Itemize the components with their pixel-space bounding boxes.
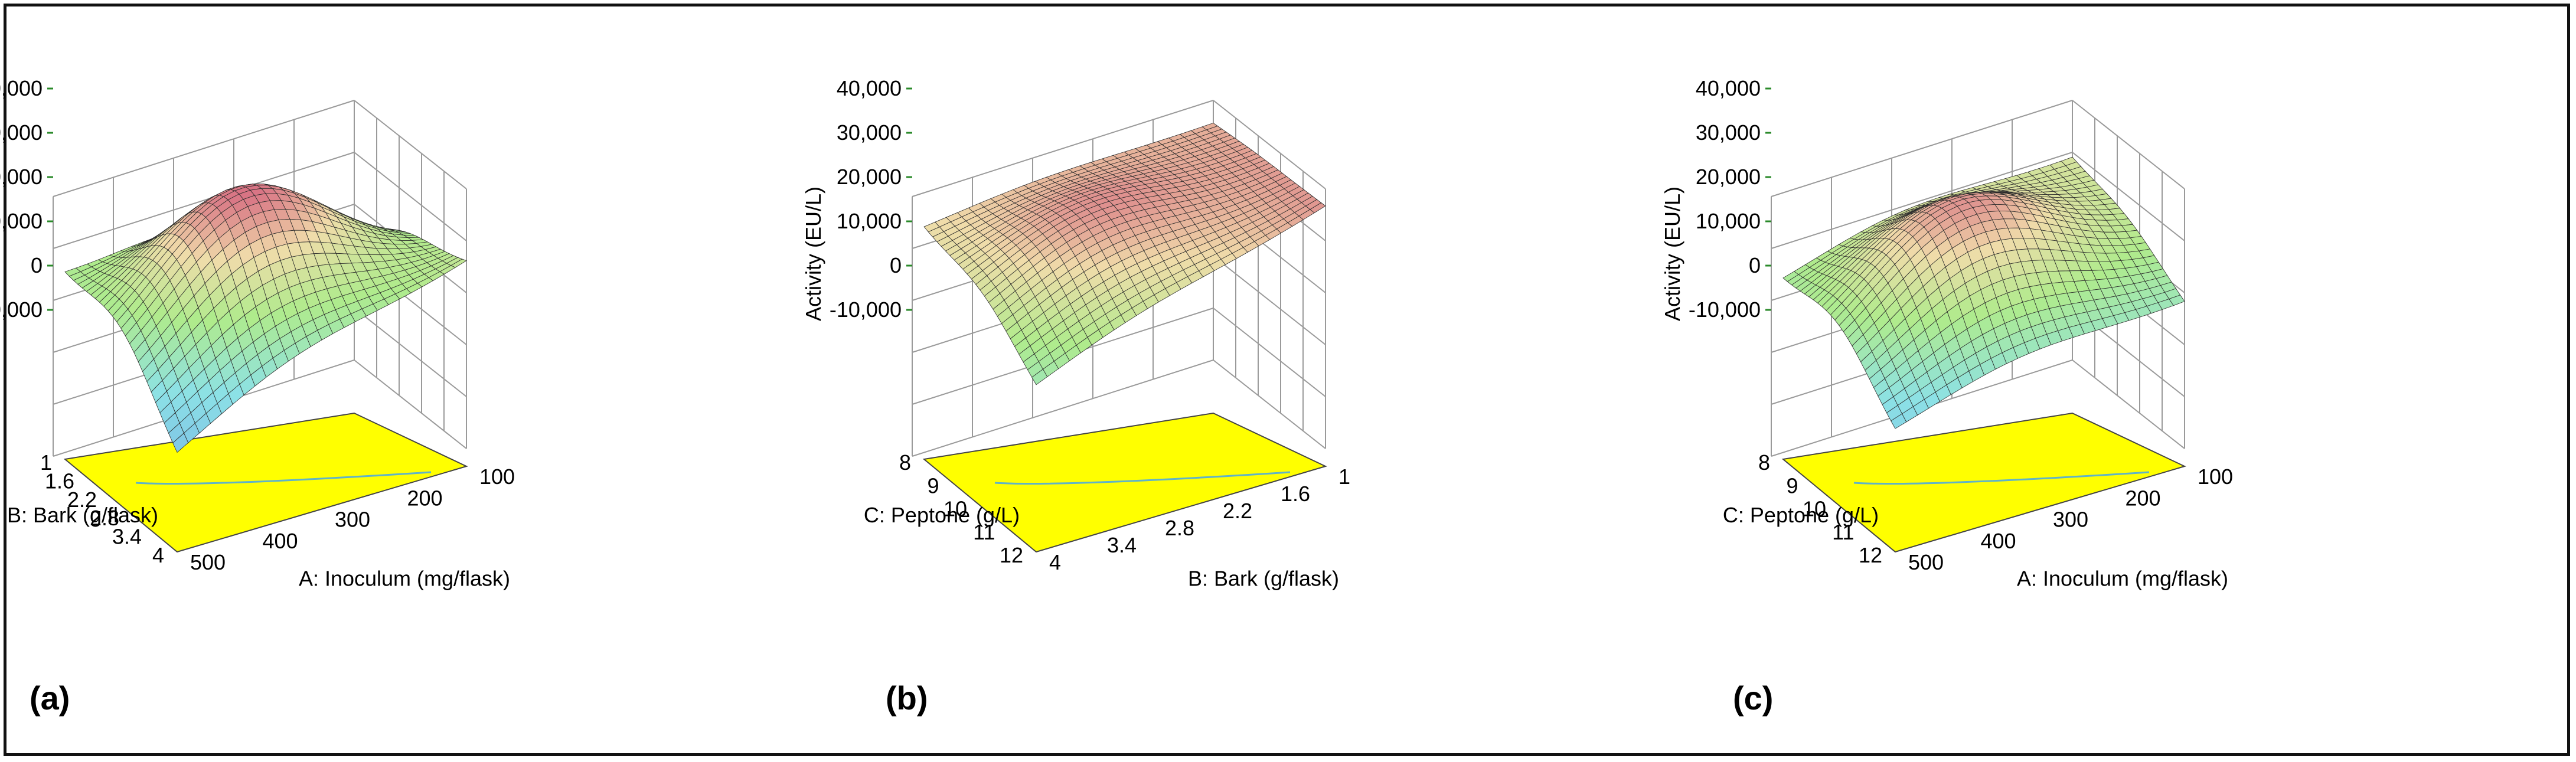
wall-gridline — [1213, 100, 1326, 189]
panel-label-c: (c) — [1733, 679, 1774, 717]
surface-plot-b: 40,000 30,000 20,000 10,000 0 -10,000Activity… — [801, 76, 1350, 591]
right-axis-tick-label: 500 — [190, 550, 226, 574]
right-axis-tick-label: 3.4 — [1107, 533, 1137, 557]
left-axis-tick-label: 8 — [899, 450, 911, 475]
panel-b: 40,000 30,000 20,000 10,000 0 -10,000 Activity… — [801, 0, 1715, 762]
left-axis-tick-label: 10 — [943, 497, 967, 521]
left-axis-tick-label: 9 — [927, 473, 939, 498]
left-axis-tick-label: 8 — [1758, 450, 1770, 475]
floor-contour — [994, 471, 1291, 485]
right-axis-tick-label: 500 — [1908, 550, 1944, 574]
z-tick-label: 20,000 — [837, 165, 902, 189]
floor-contour — [1853, 471, 2150, 485]
wall-gridline — [354, 308, 467, 397]
contour-floor — [63, 412, 468, 553]
right-axis-tick-label: 300 — [335, 508, 370, 532]
left-axis-tick-label: 4 — [152, 543, 164, 567]
wall-gridline — [1771, 152, 2073, 249]
z-tick-label: 0 — [890, 253, 902, 277]
floor-contour — [135, 471, 432, 485]
panel-a: 40,000 30,000 20,000 10,000 0 -10,000 Activity… — [0, 0, 856, 762]
wall-gridline — [912, 359, 1214, 457]
response-surface — [923, 122, 1326, 385]
z-tick-label: 10,000 — [0, 209, 43, 233]
right-axis-tick-label: 300 — [2053, 508, 2088, 532]
z-tick-label: -10,000 — [830, 297, 902, 322]
z-axis-title: Activity (EU/L) — [801, 187, 825, 321]
right-axis-tick-label: 100 — [479, 465, 515, 489]
wall-gridline — [1213, 256, 1326, 345]
z-axis-title: Activity (EU/L) — [1660, 187, 1684, 321]
left-axis-tick-label: 11 — [973, 520, 995, 544]
wall-gridline — [53, 100, 355, 197]
z-tick-label: 0 — [31, 253, 43, 277]
z-tick-label: 20,000 — [1696, 165, 1761, 189]
right-axis-tick-label: 100 — [2198, 465, 2233, 489]
wall-gridline — [1213, 308, 1326, 397]
left-axis-tick-label: 9 — [1786, 473, 1798, 498]
surface-plot-a: 40,00030,00020,00010,0000-10,000Activity… — [0, 76, 515, 591]
z-tick-label: 40,000 — [1696, 76, 1761, 100]
surface-cell — [1891, 413, 1907, 429]
right-axis-tick-label: 1 — [1338, 465, 1350, 489]
wall-gridline — [354, 359, 467, 449]
left-axis-tick-label: 10 — [1803, 497, 1826, 521]
right-axis-title: A: Inoculum (mg/flask) — [2017, 567, 2228, 591]
right-axis-tick-label: 400 — [263, 529, 298, 553]
z-tick-label: 0 — [1749, 253, 1761, 277]
response-surface — [1782, 156, 2185, 429]
left-axis-tick-label: 2.8 — [90, 506, 119, 530]
panel-label-b: (b) — [886, 679, 928, 717]
left-axis-tick-label: 3.4 — [112, 525, 142, 549]
left-axis-title: C: Peptone (g/L) — [1723, 503, 1879, 527]
wall-gridline — [1771, 100, 2073, 197]
left-axis-title: C: Peptone (g/L) — [864, 503, 1020, 527]
z-tick-label: 30,000 — [1696, 120, 1761, 145]
right-axis-title: B: Bark (g/flask) — [1188, 567, 1339, 591]
z-tick-label: 10,000 — [1696, 209, 1761, 233]
panel-c: 40,000 30,000 20,000 10,000 0 -10,000 Activity… — [1660, 0, 2574, 762]
right-axis-tick-label: 4 — [1049, 550, 1061, 574]
left-axis-tick-label: 1 — [40, 450, 52, 475]
figure-border — [4, 4, 2570, 756]
wall-gridline — [2072, 359, 2185, 449]
left-axis-tick-label: 12 — [1859, 543, 1882, 567]
right-axis-tick-label: 200 — [2126, 486, 2161, 510]
wall-gridline — [1213, 359, 1326, 449]
panel-label-a: (a) — [30, 679, 70, 717]
z-tick-label: 30,000 — [0, 120, 43, 145]
left-axis-tick-label: 12 — [1000, 543, 1023, 567]
z-tick-label: 40,000 — [0, 76, 43, 100]
wall-gridline — [2072, 100, 2185, 189]
surface-cell — [172, 433, 189, 453]
wall-gridline — [354, 100, 467, 189]
z-tick-label: -10,000 — [0, 297, 43, 322]
right-axis-tick-label: 200 — [407, 486, 443, 510]
right-axis-title: A: Inoculum (mg/flask) — [299, 567, 510, 591]
z-tick-label: -10,000 — [1689, 297, 1761, 322]
left-axis-tick-label: 2.2 — [67, 488, 97, 512]
z-tick-label: 40,000 — [837, 76, 902, 100]
contour-floor — [922, 412, 1327, 553]
z-tick-label: 10,000 — [837, 209, 902, 233]
wall-gridline — [2072, 152, 2185, 241]
z-tick-label: 20,000 — [0, 165, 43, 189]
response-surface — [64, 184, 467, 453]
right-axis-tick-label: 1.6 — [1281, 482, 1310, 506]
z-tick-label: 30,000 — [837, 120, 902, 145]
wall-gridline — [354, 152, 467, 241]
wall-gridline — [53, 152, 355, 249]
contour-floor — [1781, 412, 2186, 553]
right-axis-tick-label: 2.2 — [1223, 499, 1252, 523]
left-axis-tick-label: 11 — [1832, 520, 1854, 544]
right-axis-tick-label: 2.8 — [1165, 516, 1194, 540]
wall-gridline — [912, 100, 1214, 197]
left-axis-title: B: Bark (g/flask) — [7, 503, 158, 527]
right-axis-tick-label: 400 — [1981, 529, 2016, 553]
surface-plot-c: 40,000 30,000 20,000 10,000 0 -10,000Activity… — [1660, 76, 2233, 591]
left-axis-tick-label: 1.6 — [45, 469, 74, 493]
surface-cell — [1031, 369, 1048, 385]
